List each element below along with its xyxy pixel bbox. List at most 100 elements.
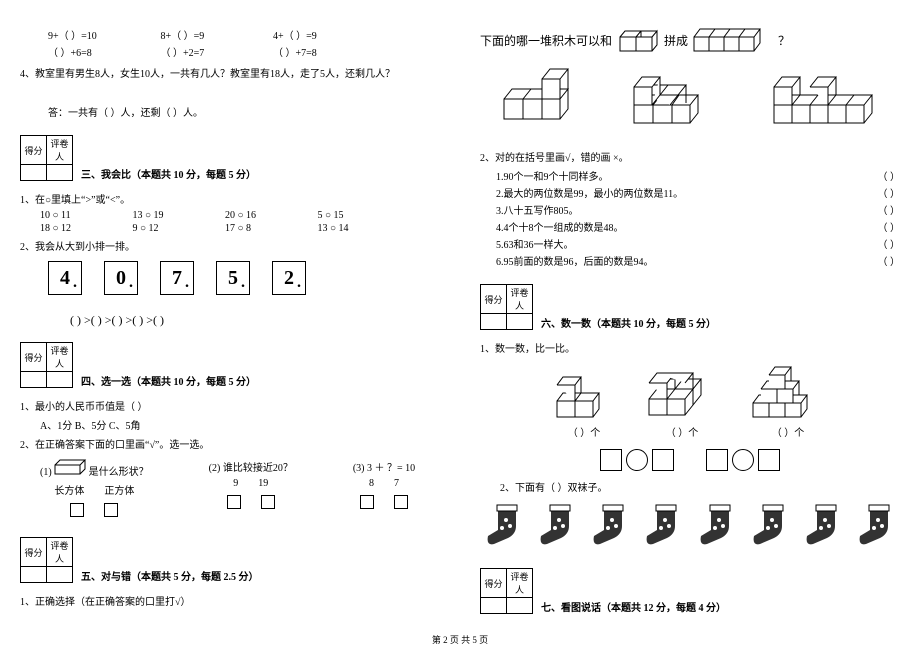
- eq: （ ）+7=8: [273, 48, 317, 59]
- sec6-q2: 2、下面有（ ）双袜子。: [480, 479, 900, 494]
- num-box: 0: [104, 261, 138, 295]
- count-label: （ ）个: [749, 424, 827, 439]
- score-label: 得分: [21, 538, 47, 567]
- choice-box[interactable]: [104, 503, 118, 517]
- score-cell[interactable]: [21, 165, 47, 181]
- section-7-head: 得分评卷人 七、看图说话（本题共 12 分，每题 4 分）: [480, 568, 900, 614]
- tf: 1.90个一和9个十同样多。: [496, 168, 609, 183]
- tf-blank[interactable]: （ ）: [878, 168, 901, 183]
- choice-box[interactable]: [360, 495, 374, 509]
- word-problem: 4、教室里有男生8人，女生10人，一共有几人？教室里有18人，走了5人，还剩几人…: [20, 65, 440, 80]
- cube-row-icon: [692, 27, 774, 53]
- reviewer-label: 评卷人: [47, 538, 73, 567]
- reviewer-cell[interactable]: [507, 598, 533, 614]
- choice-box[interactable]: [70, 503, 84, 517]
- sock-icon: [858, 504, 894, 546]
- reviewer-cell[interactable]: [47, 372, 73, 388]
- opt: 长方体: [54, 482, 84, 497]
- txt: ？: [778, 32, 790, 49]
- tf-blank[interactable]: （ ）: [878, 253, 901, 268]
- num-box: 4: [48, 261, 82, 295]
- sec4-choices: (1) 是什么形状？ 长方体正方体 (2) 谁比较接近20？ 919 (3) 3…: [20, 459, 440, 517]
- sock-icon: [752, 504, 788, 546]
- left-column: 9+（ ）=10 8+（ ）=9 4+（ ）=9 （ ）+6=8 （ ）+2=7…: [0, 0, 460, 650]
- tf-list: 1.90个一和9个十同样多。 （ ） 2.最大的两位数是99，最小的两位数是11。…: [480, 166, 900, 270]
- section-4-head: 得分评卷人 四、选一选（本题共 10 分，每题 5 分）: [20, 342, 440, 388]
- word-answer: 答：一共有（ ）人，还剩（ ）人。: [20, 104, 440, 119]
- section-3-title: 三、我会比（本题共 10 分，每题 5 分）: [81, 166, 256, 181]
- blocks-question: 下面的哪一堆积木可以和 拼成 ？: [480, 27, 900, 53]
- tf-blank[interactable]: （ ）: [878, 185, 901, 200]
- cmp: 13 ○ 14: [318, 223, 349, 234]
- sec5-q1: 1、正确选择（在正确答案的口里打√）: [20, 593, 440, 608]
- order-line: ( ) >( ) >( ) >( ) >( ): [70, 313, 440, 328]
- choice-box[interactable]: [394, 495, 408, 509]
- sock-icon: [539, 504, 575, 546]
- reviewer-label: 评卷人: [507, 285, 533, 314]
- num-box: 7: [160, 261, 194, 295]
- cmp: 17 ○ 8: [225, 223, 315, 234]
- choice-box[interactable]: [227, 495, 241, 509]
- opt: 19: [258, 478, 268, 489]
- num-box: 5: [216, 261, 250, 295]
- count-label: （ ）个: [553, 424, 615, 439]
- lbl: (1): [40, 467, 52, 478]
- score-grid: 得分评卷人: [480, 284, 533, 330]
- fill-row: （ ）+6=8 （ ）+2=7 （ ）+7=8: [48, 44, 440, 59]
- score-cell[interactable]: [481, 314, 507, 330]
- square-icon: [652, 449, 674, 471]
- eq: 4+（ ）=9: [273, 31, 317, 42]
- sec4-q1: 1、最小的人民币币值是（ ）: [20, 398, 440, 413]
- txt: (3) 3 ＋ ？= 10: [353, 459, 415, 474]
- opt: 正方体: [104, 482, 134, 497]
- section-3-head: 得分评卷人 三、我会比（本题共 10 分，每题 5 分）: [20, 135, 440, 181]
- reviewer-cell[interactable]: [47, 165, 73, 181]
- cube-pair-icon: [616, 27, 660, 53]
- score-cell[interactable]: [481, 598, 507, 614]
- sock-icon: [645, 504, 681, 546]
- eq: （ ）+2=7: [161, 44, 271, 59]
- score-cell[interactable]: [21, 567, 47, 583]
- choice-box[interactable]: [261, 495, 275, 509]
- tf-blank[interactable]: （ ）: [878, 219, 901, 234]
- score-grid: 得分评卷人: [20, 135, 73, 181]
- tf-blank[interactable]: （ ）: [878, 202, 901, 217]
- reviewer-cell[interactable]: [507, 314, 533, 330]
- fill-blanks: 9+（ ）=10 8+（ ）=9 4+（ ）=9 （ ）+6=8 （ ）+2=7…: [20, 25, 440, 61]
- compare-grid: 10 ○ 11 13 ○ 19 20 ○ 16 5 ○ 15 18 ○ 12 9…: [20, 208, 440, 236]
- score-label: 得分: [21, 136, 47, 165]
- tf-blank[interactable]: （ ）: [878, 236, 901, 251]
- sec4-q1-opts: A、1分 B、5分 C、5角: [20, 417, 440, 432]
- blocks-opt-a[interactable]: [500, 69, 590, 133]
- section-5-title: 五、对与错（本题共 5 分，每题 2.5 分）: [81, 568, 259, 583]
- section-6-head: 得分评卷人 六、数一数（本题共 10 分，每题 5 分）: [480, 284, 900, 330]
- reviewer-label: 评卷人: [47, 136, 73, 165]
- sec3-q1: 1、在○里填上“>”或“<”。: [20, 191, 440, 206]
- circle-icon: [626, 449, 648, 471]
- cube-piles: （ ）个 （ ）个 （ ）个: [480, 363, 900, 439]
- cuboid-icon: [54, 459, 86, 475]
- cmp: 10 ○ 11: [40, 210, 130, 221]
- score-grid: 得分评卷人: [20, 342, 73, 388]
- sock-icon: [592, 504, 628, 546]
- section-6-title: 六、数一数（本题共 10 分，每题 5 分）: [541, 315, 716, 330]
- cmp: 18 ○ 12: [40, 223, 130, 234]
- compare-shapes: [480, 449, 900, 471]
- sec4-col-a: (1) 是什么形状？ 长方体 正方体: [40, 459, 149, 517]
- cmp: 5 ○ 15: [318, 210, 344, 221]
- score-grid: 得分评卷人: [480, 568, 533, 614]
- eq: （ ）+6=8: [48, 44, 158, 59]
- blocks-opt-c[interactable]: [770, 69, 890, 133]
- tf: 2.最大的两位数是99，最小的两位数是11。: [496, 185, 683, 200]
- score-cell[interactable]: [21, 372, 47, 388]
- reviewer-cell[interactable]: [47, 567, 73, 583]
- cube-pile-icon: [553, 373, 615, 421]
- cmp: 20 ○ 16: [225, 210, 315, 221]
- pile-c: （ ）个: [749, 363, 827, 439]
- section-4-title: 四、选一选（本题共 10 分，每题 5 分）: [81, 373, 256, 388]
- square-icon: [600, 449, 622, 471]
- blocks-opt-b[interactable]: [630, 69, 730, 133]
- page-footer: 第 2 页 共 5 页: [0, 633, 920, 646]
- txt: 是什么形状？: [89, 467, 149, 478]
- reviewer-label: 评卷人: [47, 343, 73, 372]
